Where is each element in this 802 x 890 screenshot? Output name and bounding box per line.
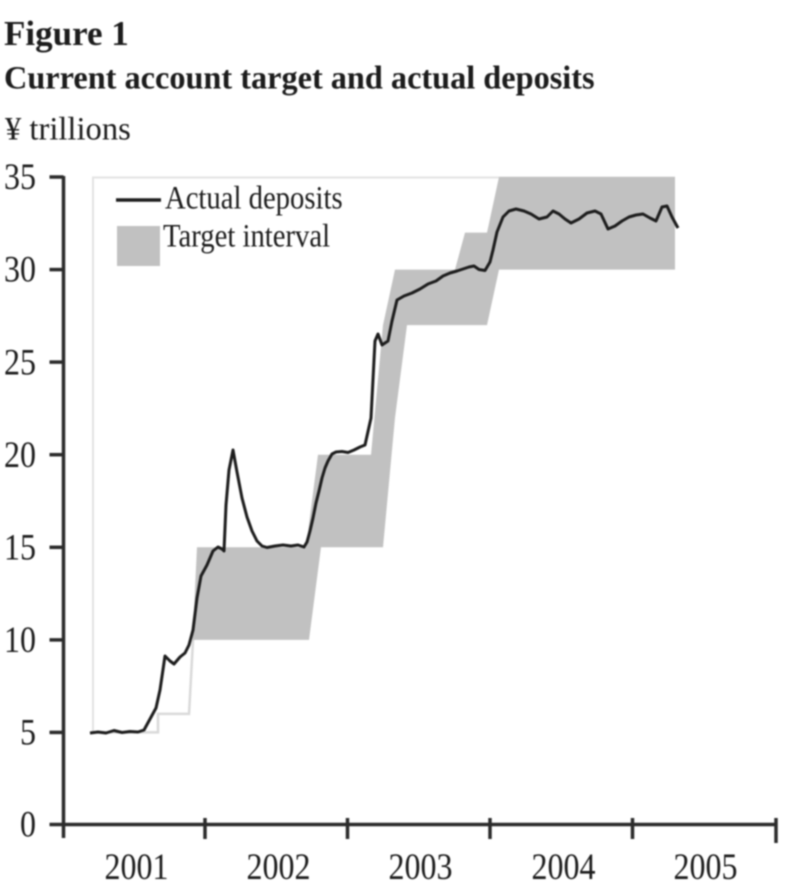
svg-text:2002: 2002 (247, 847, 311, 888)
svg-text:2005: 2005 (674, 847, 738, 888)
svg-text:20: 20 (4, 435, 36, 476)
svg-text:2004: 2004 (532, 847, 596, 888)
svg-text:Figure 1: Figure 1 (4, 14, 129, 53)
svg-text:0: 0 (20, 805, 36, 846)
svg-text:15: 15 (4, 527, 36, 568)
svg-text:30: 30 (4, 250, 36, 291)
svg-text:Target interval: Target interval (163, 217, 330, 254)
svg-text:5: 5 (20, 713, 36, 754)
svg-text:2003: 2003 (389, 847, 453, 888)
svg-text:10: 10 (4, 620, 36, 661)
svg-text:Current account target and act: Current account target and actual deposi… (4, 60, 595, 96)
svg-text:2001: 2001 (105, 847, 169, 888)
svg-text:¥ trillions: ¥ trillions (5, 112, 131, 148)
svg-text:35: 35 (4, 157, 36, 198)
svg-text:Actual deposits: Actual deposits (165, 179, 343, 216)
svg-text:25: 25 (4, 342, 36, 383)
